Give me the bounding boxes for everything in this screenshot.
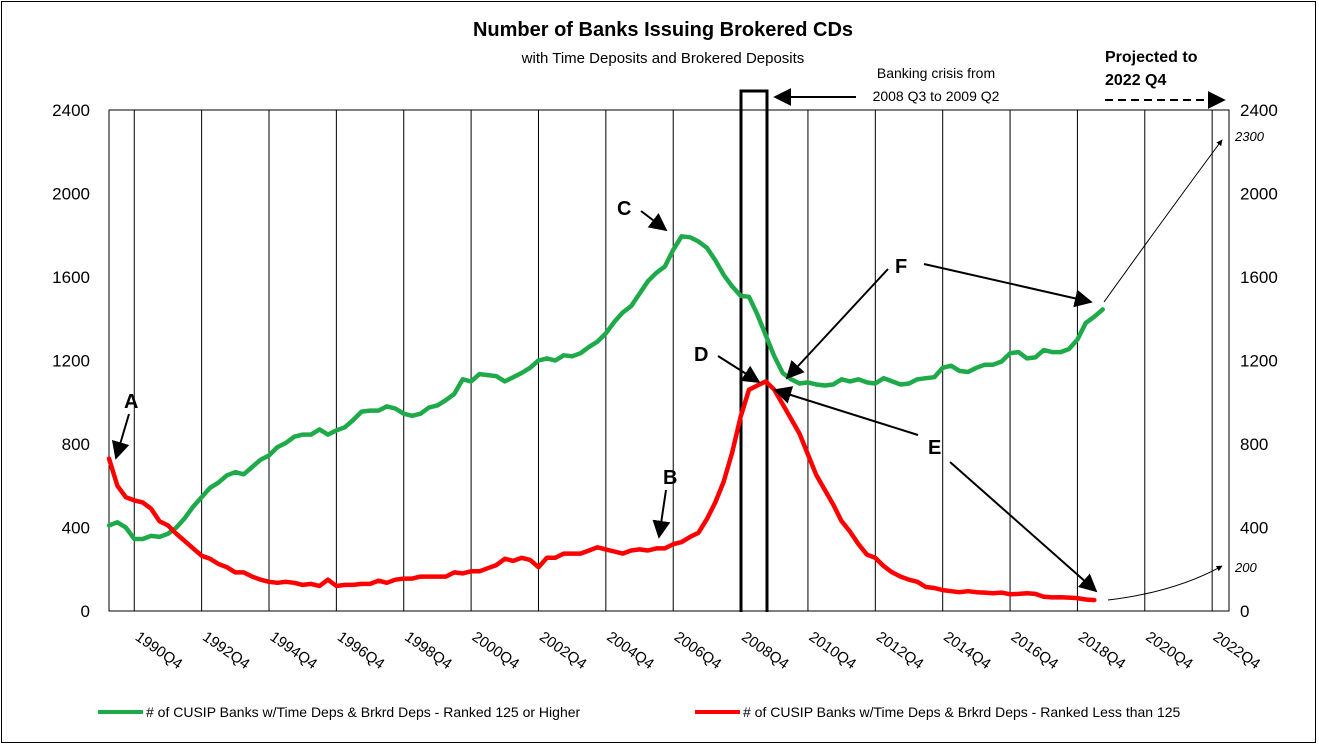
x-tick-label: 1992Q4	[199, 628, 252, 673]
y-right-tick-label: 1600	[1240, 268, 1278, 287]
annotation-c-arrow	[640, 210, 668, 232]
x-tick-label: 2014Q4	[940, 628, 993, 673]
y-left-tick-label: 2000	[52, 185, 90, 204]
chart-title: Number of Banks Issuing Brokered CDs	[473, 19, 853, 41]
annotation-c: C	[617, 198, 631, 220]
vertical-grid-lines	[133, 110, 1213, 611]
crisis-bracket	[739, 89, 769, 612]
chart-subtitle: with Time Deposits and Brokered Deposits	[521, 50, 805, 67]
annotation-f-arrow-right	[923, 263, 1093, 308]
series-line-green	[106, 234, 1105, 542]
annotation-e: E	[928, 437, 941, 459]
annotation-f: F	[895, 256, 907, 278]
y-right-tick-label: 2400	[1240, 101, 1278, 120]
projection-low-label: 200	[1234, 560, 1257, 575]
y-left-tick-label: 0	[81, 602, 90, 621]
y-right-tick-label: 0	[1240, 602, 1249, 621]
legend: # of CUSIP Banks w/Time Deps & Brkrd Dep…	[98, 704, 1181, 720]
annotation-d: D	[694, 344, 708, 366]
y-right-tick-label: 800	[1240, 435, 1268, 454]
projection-arc-low	[1107, 565, 1223, 601]
annotation-e-arrow-upper	[773, 386, 919, 436]
projection-arc-high	[1103, 139, 1223, 303]
x-axis-labels: 1990Q4 1992Q4 1994Q4 1996Q4 1998Q4 2000Q4 2002…	[132, 628, 1263, 673]
x-tick-label: 2018Q4	[1075, 628, 1128, 673]
projection-high-label: 2300	[1234, 129, 1265, 144]
x-tick-label: 2010Q4	[806, 628, 859, 673]
annotation-a-arrow	[111, 413, 130, 460]
legend-label-red: # of CUSIP Banks w/Time Deps & Brkrd Dep…	[743, 704, 1181, 720]
x-tick-label: 2016Q4	[1008, 628, 1061, 673]
x-tick-label: 1990Q4	[132, 628, 185, 673]
y-right-tick-label: 400	[1240, 519, 1268, 538]
x-tick-label: 1994Q4	[267, 628, 320, 673]
legend-label-green: # of CUSIP Banks w/Time Deps & Brkrd Dep…	[146, 704, 581, 720]
series-line-red	[106, 379, 1097, 603]
x-tick-label: 2006Q4	[671, 628, 724, 673]
y-right-tick-label: 1200	[1240, 352, 1278, 371]
series-group	[106, 234, 1105, 603]
y-left-tick-label: 1600	[52, 268, 90, 287]
x-tick-label: 2004Q4	[604, 628, 657, 673]
projected-label-line1: Projected to	[1105, 49, 1198, 66]
annotation-b: B	[663, 467, 677, 489]
projected-label-line2: 2022 Q4	[1105, 72, 1166, 89]
annotation-f-arrow-left	[785, 268, 889, 380]
x-tick-label: 2008Q4	[738, 628, 791, 673]
annotation-a: A	[124, 391, 138, 413]
x-tick-label: 2012Q4	[873, 628, 926, 673]
annotation-d-arrow	[717, 355, 761, 383]
x-tick-label: 2020Q4	[1142, 628, 1195, 673]
y-left-tick-label: 800	[62, 435, 90, 454]
plot-area-border	[108, 109, 1230, 612]
y-left-tick-label: 2400	[52, 101, 90, 120]
x-tick-label: 1998Q4	[401, 628, 454, 673]
y-left-tick-label: 1200	[52, 352, 90, 371]
y-right-tick-label: 2000	[1240, 185, 1278, 204]
x-tick-label: 2022Q4	[1210, 628, 1263, 673]
x-tick-label: 2002Q4	[536, 628, 589, 673]
crisis-note-line2: 2008 Q3 to 2009 Q2	[873, 88, 1000, 104]
crisis-note-line1: Banking crisis from	[877, 65, 995, 81]
right-y-axis-labels: 0 400 800 1200 1600 2000 2400	[1240, 101, 1278, 621]
x-tick-label: 1996Q4	[334, 628, 387, 673]
annotation-e-arrow-lower	[949, 461, 1098, 593]
left-y-axis-labels: 0 400 800 1200 1600 2000 2400	[52, 101, 90, 621]
annotation-b-arrow	[652, 489, 671, 539]
x-tick-label: 2000Q4	[469, 628, 522, 673]
y-left-tick-label: 400	[62, 519, 90, 538]
